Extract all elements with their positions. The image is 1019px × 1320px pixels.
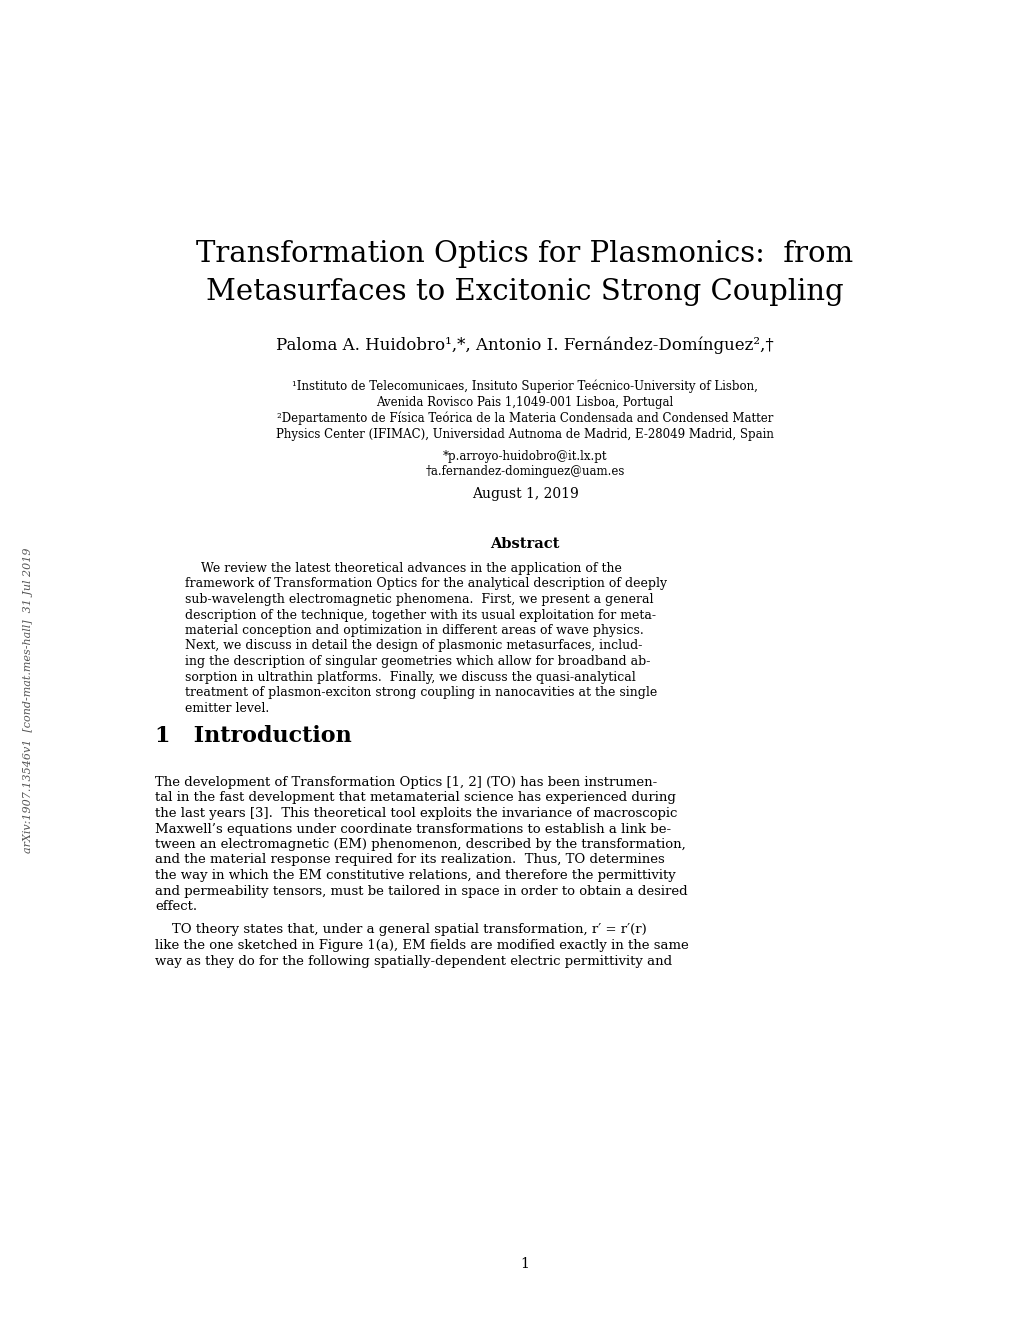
Text: description of the technique, together with its usual exploitation for meta-: description of the technique, together w… <box>184 609 655 622</box>
Text: tal in the fast development that metamaterial science has experienced during: tal in the fast development that metamat… <box>155 792 676 804</box>
Text: Transformation Optics for Plasmonics:  from: Transformation Optics for Plasmonics: fr… <box>197 240 853 268</box>
Text: 1: 1 <box>520 1257 529 1271</box>
Text: †a.fernandez-dominguez@uam.es: †a.fernandez-dominguez@uam.es <box>425 465 624 478</box>
Text: way as they do for the following spatially-dependent electric permittivity and: way as they do for the following spatial… <box>155 954 672 968</box>
Text: effect.: effect. <box>155 900 197 913</box>
Text: and permeability tensors, must be tailored in space in order to obtain a desired: and permeability tensors, must be tailor… <box>155 884 687 898</box>
Text: material conception and optimization in different areas of wave physics.: material conception and optimization in … <box>184 624 643 638</box>
Text: Abstract: Abstract <box>490 537 559 550</box>
Text: Avenida Rovisco Pais 1,1049-001 Lisboa, Portugal: Avenida Rovisco Pais 1,1049-001 Lisboa, … <box>376 396 673 409</box>
Text: Physics Center (IFIMAC), Universidad Autnoma de Madrid, E-28049 Madrid, Spain: Physics Center (IFIMAC), Universidad Aut… <box>276 428 773 441</box>
Text: Metasurfaces to Excitonic Strong Coupling: Metasurfaces to Excitonic Strong Couplin… <box>206 279 843 306</box>
Text: ing the description of singular geometries which allow for broadband ab-: ing the description of singular geometri… <box>184 655 650 668</box>
Text: like the one sketched in Figure 1(a), EM fields are modified exactly in the same: like the one sketched in Figure 1(a), EM… <box>155 939 688 952</box>
Text: the last years [3].  This theoretical tool exploits the invariance of macroscopi: the last years [3]. This theoretical too… <box>155 807 677 820</box>
Text: TO theory states that, under a general spatial transformation, r′ = r′(r): TO theory states that, under a general s… <box>155 924 646 936</box>
Text: Paloma A. Huidobro¹,*, Antonio I. Fernández-Domínguez²,†: Paloma A. Huidobro¹,*, Antonio I. Fernán… <box>276 337 773 354</box>
Text: the way in which the EM constitutive relations, and therefore the permittivity: the way in which the EM constitutive rel… <box>155 869 676 882</box>
Text: tween an electromagnetic (EM) phenomenon, described by the transformation,: tween an electromagnetic (EM) phenomenon… <box>155 838 685 851</box>
Text: framework of Transformation Optics for the analytical description of deeply: framework of Transformation Optics for t… <box>184 578 666 590</box>
Text: sorption in ultrathin platforms.  Finally, we discuss the quasi-analytical: sorption in ultrathin platforms. Finally… <box>184 671 635 684</box>
Text: Maxwell’s equations under coordinate transformations to establish a link be-: Maxwell’s equations under coordinate tra… <box>155 822 671 836</box>
Text: The development of Transformation Optics [1, 2] (TO) has been instrumen-: The development of Transformation Optics… <box>155 776 656 789</box>
Text: Next, we discuss in detail the design of plasmonic metasurfaces, includ-: Next, we discuss in detail the design of… <box>184 639 642 652</box>
Text: We review the latest theoretical advances in the application of the: We review the latest theoretical advance… <box>184 562 622 576</box>
Text: ²Departamento de Física Teórica de la Materia Condensada and Condensed Matter: ²Departamento de Física Teórica de la Ma… <box>276 412 772 425</box>
Text: sub-wavelength electromagnetic phenomena.  First, we present a general: sub-wavelength electromagnetic phenomena… <box>184 593 653 606</box>
Text: emitter level.: emitter level. <box>184 701 269 714</box>
Text: ¹Instituto de Telecomunicaes, Insituto Superior Teécnico-University of Lisbon,: ¹Instituto de Telecomunicaes, Insituto S… <box>291 380 757 393</box>
Text: and the material response required for its realization.  Thus, TO determines: and the material response required for i… <box>155 854 664 866</box>
Text: 1   Introduction: 1 Introduction <box>155 725 352 747</box>
Text: arXiv:1907.13546v1  [cond-mat.mes-hall]  31 Jul 2019: arXiv:1907.13546v1 [cond-mat.mes-hall] 3… <box>23 548 33 853</box>
Text: treatment of plasmon-exciton strong coupling in nanocavities at the single: treatment of plasmon-exciton strong coup… <box>184 686 656 700</box>
Text: *p.arroyo-huidobro@it.lx.pt: *p.arroyo-huidobro@it.lx.pt <box>442 450 606 463</box>
Text: August 1, 2019: August 1, 2019 <box>471 487 578 502</box>
